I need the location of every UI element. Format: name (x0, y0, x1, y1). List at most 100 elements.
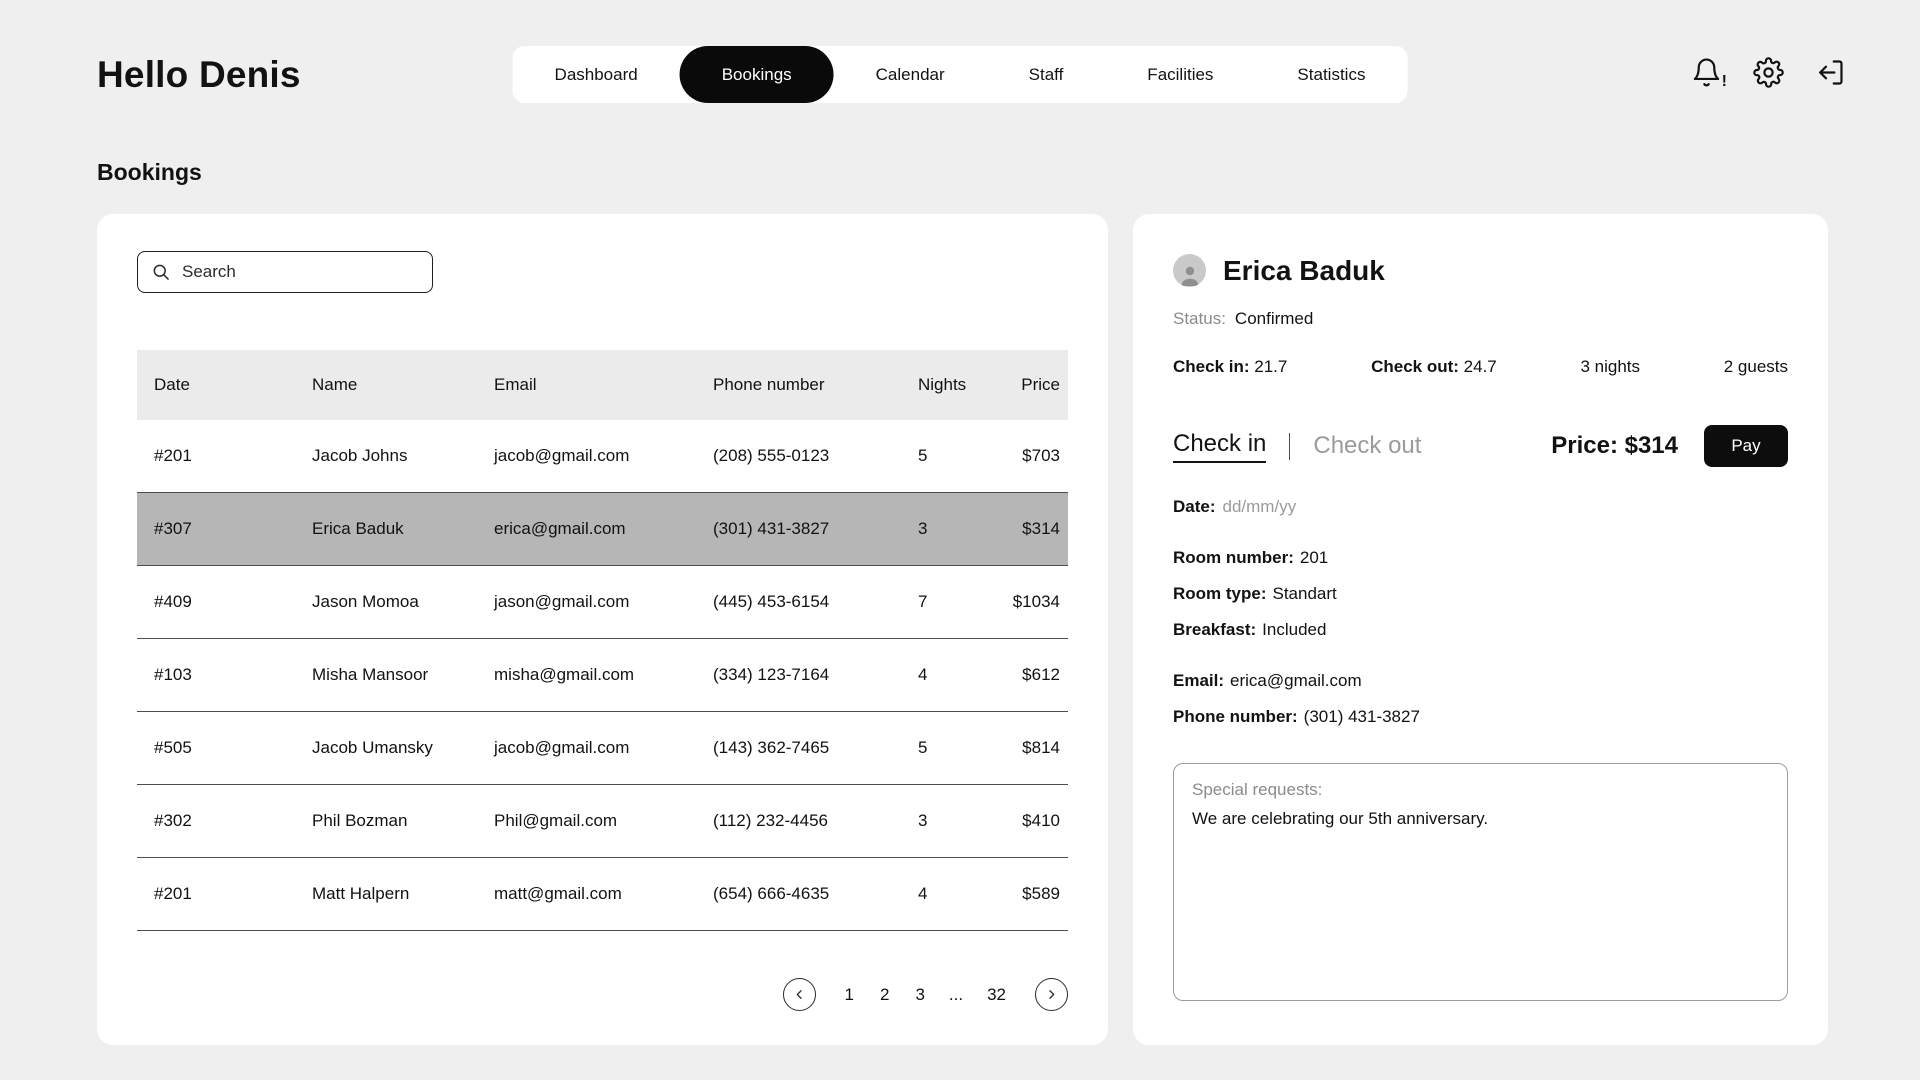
cell-phone: (143) 362-7465 (713, 738, 830, 757)
nights-summary: 3 nights (1580, 357, 1641, 376)
nav-facilities[interactable]: Facilities (1105, 46, 1255, 103)
person-icon (1181, 266, 1198, 286)
pagination-next-button[interactable] (1035, 978, 1068, 1011)
chevron-left-icon (796, 990, 802, 999)
table-row[interactable]: #103 Misha Mansoor misha@gmail.com (334)… (137, 639, 1068, 712)
table-row[interactable]: #409 Jason Momoa jason@gmail.com (445) 4… (137, 566, 1068, 639)
app: Hello Denis Dashboard Bookings Calendar … (0, 0, 1920, 1045)
date-placeholder: dd/mm/yy (1222, 497, 1297, 516)
cell-phone: (301) 431-3827 (713, 519, 830, 538)
checkin-label: Check in: (1173, 357, 1250, 376)
cell-email: jacob@gmail.com (494, 738, 630, 757)
pagination-prev-button[interactable] (782, 978, 816, 1011)
nav-dashboard[interactable]: Dashboard (513, 46, 680, 103)
tab-divider (1289, 432, 1291, 460)
page-title: Bookings (97, 159, 202, 185)
status-label: Status: (1173, 309, 1226, 328)
cell-date: #201 (154, 446, 192, 465)
main-nav: Dashboard Bookings Calendar Staff Facili… (512, 46, 1408, 103)
pagination-page-1[interactable]: 1 (839, 985, 860, 1005)
col-header-email: Email (494, 375, 537, 394)
cell-phone: (445) 453-6154 (713, 592, 830, 611)
col-header-phone: Phone number (713, 375, 825, 394)
search-input[interactable] (182, 262, 419, 282)
checkout-value: 24.7 (1463, 357, 1497, 376)
cell-price: $410 (1022, 811, 1060, 830)
pagination-page-32[interactable]: 32 (981, 985, 1012, 1005)
cell-name: Phil Bozman (312, 811, 408, 830)
cell-name: Jacob Umansky (312, 738, 433, 757)
room-number-value: 201 (1299, 548, 1329, 567)
table-row-selected[interactable]: #307 Erica Baduk erica@gmail.com (301) 4… (137, 493, 1068, 566)
pay-button[interactable]: Pay (1704, 425, 1788, 467)
cell-name: Erica Baduk (312, 519, 404, 538)
bookings-panel: Date Name Email Phone number Nights Pric… (97, 214, 1108, 1045)
cell-email: jason@gmail.com (494, 592, 630, 611)
nav-bookings[interactable]: Bookings (679, 46, 834, 103)
cell-phone: (654) 666-4635 (713, 884, 830, 903)
booking-details-panel: Erica Baduk Status: Confirmed Check in: … (1133, 214, 1828, 1045)
table-row[interactable]: #302 Phil Bozman Phil@gmail.com (112) 23… (137, 785, 1068, 858)
tab-check-in[interactable]: Check in (1173, 430, 1267, 463)
cell-price: $814 (1022, 738, 1060, 757)
date-field[interactable]: Date: dd/mm/yy (1173, 497, 1788, 517)
tab-check-out[interactable]: Check out (1313, 432, 1422, 459)
cell-email: jacob@gmail.com (494, 446, 630, 465)
bell-icon (1693, 58, 1719, 86)
pagination-page-3[interactable]: 3 (909, 985, 930, 1005)
cell-phone: (112) 232-4456 (713, 811, 828, 830)
special-requests-value: We are celebrating our 5th anniversary. (1192, 809, 1489, 828)
room-number-line: Room number: 201 (1173, 548, 1788, 568)
special-requests-label: Special requests: (1192, 780, 1323, 799)
price-label: Price: (1551, 432, 1618, 459)
cell-nights: 7 (918, 592, 928, 611)
cell-date: #302 (154, 811, 192, 830)
cell-name: Jacob Johns (312, 446, 408, 465)
logout-button[interactable] (1812, 54, 1848, 90)
cell-nights: 3 (918, 811, 928, 830)
nav-statistics[interactable]: Statistics (1255, 46, 1407, 103)
notification-badge: ! (1721, 73, 1727, 90)
pagination-page-2[interactable]: 2 (874, 985, 895, 1005)
table-row[interactable]: #201 Matt Halpern matt@gmail.com (654) 6… (137, 858, 1068, 931)
logout-icon (1818, 59, 1843, 85)
cell-name: Jason Momoa (312, 592, 419, 611)
checkout-label: Check out: (1371, 357, 1459, 376)
checkin-value: 21.7 (1254, 357, 1288, 376)
breakfast-line: Breakfast: Included (1173, 620, 1788, 640)
col-header-date: Date (154, 375, 190, 394)
cell-price: $703 (1022, 446, 1060, 465)
cell-nights: 5 (918, 738, 928, 757)
cell-nights: 5 (918, 446, 928, 465)
table-row[interactable]: #505 Jacob Umansky jacob@gmail.com (143)… (137, 712, 1068, 785)
gear-icon (1752, 56, 1784, 88)
notifications-button[interactable]: ! (1688, 54, 1727, 90)
settings-button[interactable] (1750, 54, 1786, 90)
table-header-row: Date Name Email Phone number Nights Pric… (137, 350, 1068, 420)
cell-price: $314 (1022, 519, 1060, 538)
cell-name: Misha Mansoor (312, 665, 429, 684)
avatar (1173, 254, 1206, 287)
cell-date: #505 (154, 738, 192, 757)
special-requests-field[interactable]: Special requests: We are celebrating our… (1173, 763, 1788, 1001)
cell-email: erica@gmail.com (494, 519, 626, 538)
table-row[interactable]: #201 Jacob Johns jacob@gmail.com (208) 5… (137, 420, 1068, 493)
greeting: Hello Denis (97, 54, 301, 95)
stay-summary: Check in: 21.7 Check out: 24.7 3 nights … (1173, 357, 1788, 377)
nav-calendar[interactable]: Calendar (834, 46, 987, 103)
status-value: Confirmed (1234, 309, 1314, 328)
checkout-summary: Check out: 24.7 (1371, 357, 1497, 377)
nav-staff[interactable]: Staff (987, 46, 1106, 103)
cell-email: matt@gmail.com (494, 884, 622, 903)
bookings-table: Date Name Email Phone number Nights Pric… (137, 350, 1068, 931)
status-row: Status: Confirmed (1173, 309, 1788, 329)
checkin-summary: Check in: 21.7 (1173, 357, 1287, 377)
cell-nights: 4 (918, 884, 928, 903)
date-label: Date: (1173, 497, 1216, 516)
col-header-price: Price (1021, 375, 1060, 394)
cell-phone: (208) 555-0123 (713, 446, 830, 465)
cell-date: #409 (154, 592, 192, 611)
header: Hello Denis Dashboard Bookings Calendar … (0, 0, 1920, 103)
room-number-label: Room number: (1173, 548, 1294, 567)
phone-line: Phone number: (301) 431-3827 (1173, 707, 1788, 727)
